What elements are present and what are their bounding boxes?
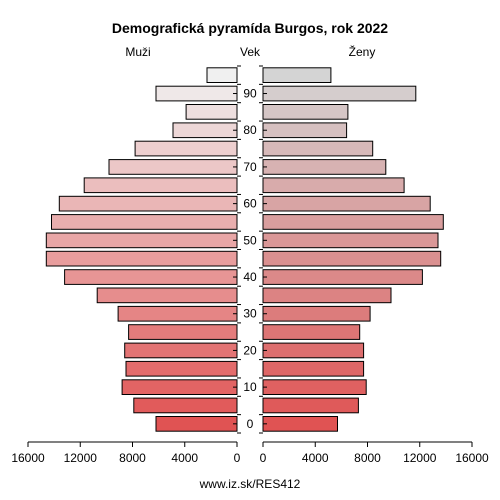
x-tick-label-right: 0 xyxy=(260,451,267,465)
men-bar xyxy=(96,287,238,304)
age-tick-label: 80 xyxy=(243,123,257,137)
men-bar xyxy=(64,269,238,285)
men-bar xyxy=(155,416,238,432)
women-bar xyxy=(262,104,349,120)
women-bar xyxy=(262,122,348,139)
axes: 0 10 20 30 40 50 60 70 80 90 16000 12000 8000 4000 0 0 4… xyxy=(11,65,489,465)
women-bar xyxy=(262,324,361,340)
women-bar xyxy=(262,214,444,230)
women-bar xyxy=(262,195,431,212)
men-bar xyxy=(128,324,238,340)
men-bar xyxy=(83,177,238,194)
x-tick-label-left: 16000 xyxy=(11,451,45,465)
x-tick-label-left: 4000 xyxy=(171,451,198,465)
women-bar xyxy=(262,397,359,414)
men-bar xyxy=(172,122,238,139)
men-bar xyxy=(206,67,238,84)
women-bar xyxy=(262,305,371,322)
men-bar xyxy=(51,214,238,230)
women-bar xyxy=(262,360,365,377)
men-bar xyxy=(108,159,238,175)
chart-title: Demografická pyramída Burgos, rok 2022 xyxy=(112,20,388,36)
men-bar xyxy=(125,360,238,377)
age-tick-label: 10 xyxy=(243,380,257,394)
women-bar xyxy=(262,416,338,432)
age-tick-label: 60 xyxy=(243,197,257,211)
women-bar xyxy=(262,379,367,395)
x-tick-label-left: 12000 xyxy=(64,451,98,465)
men-bar xyxy=(45,232,238,249)
age-tick-label: 70 xyxy=(243,160,257,174)
men-label: Muži xyxy=(125,45,150,59)
men-bar xyxy=(155,85,238,102)
age-tick-label: 40 xyxy=(243,270,257,284)
women-bar xyxy=(262,85,417,102)
women-bar xyxy=(262,269,423,285)
women-bar xyxy=(262,342,365,359)
age-label: Vek xyxy=(240,45,261,59)
women-bar xyxy=(262,140,374,157)
age-tick-label: 50 xyxy=(243,233,257,247)
x-tick-label-right: 16000 xyxy=(455,451,489,465)
men-bar xyxy=(124,342,238,359)
men-bar xyxy=(134,140,238,157)
x-tick-label-right: 12000 xyxy=(403,451,437,465)
women-label: Ženy xyxy=(349,44,376,59)
x-tick-label-right: 4000 xyxy=(302,451,329,465)
age-tick-label: 20 xyxy=(243,343,257,357)
women-bars xyxy=(262,67,444,432)
men-bar xyxy=(133,397,238,414)
men-bar xyxy=(58,195,238,212)
men-bar xyxy=(117,305,238,322)
women-bar xyxy=(262,177,405,194)
age-tick-label: 0 xyxy=(247,417,254,431)
men-bar xyxy=(121,379,238,395)
women-bar xyxy=(262,159,387,175)
women-bar xyxy=(262,250,442,267)
men-bar xyxy=(185,104,238,120)
women-bar xyxy=(262,67,332,84)
men-bar xyxy=(45,250,238,267)
x-tick-label-left: 8000 xyxy=(119,451,146,465)
age-tick-label: 30 xyxy=(243,307,257,321)
men-bars xyxy=(45,67,238,432)
x-tick-label-right: 8000 xyxy=(354,451,381,465)
women-bar xyxy=(262,232,439,249)
women-bar xyxy=(262,287,392,304)
age-tick-label: 90 xyxy=(243,87,257,101)
footer-source: www.iz.sk/RES412 xyxy=(199,477,301,491)
x-tick-label-left: 0 xyxy=(234,451,241,465)
